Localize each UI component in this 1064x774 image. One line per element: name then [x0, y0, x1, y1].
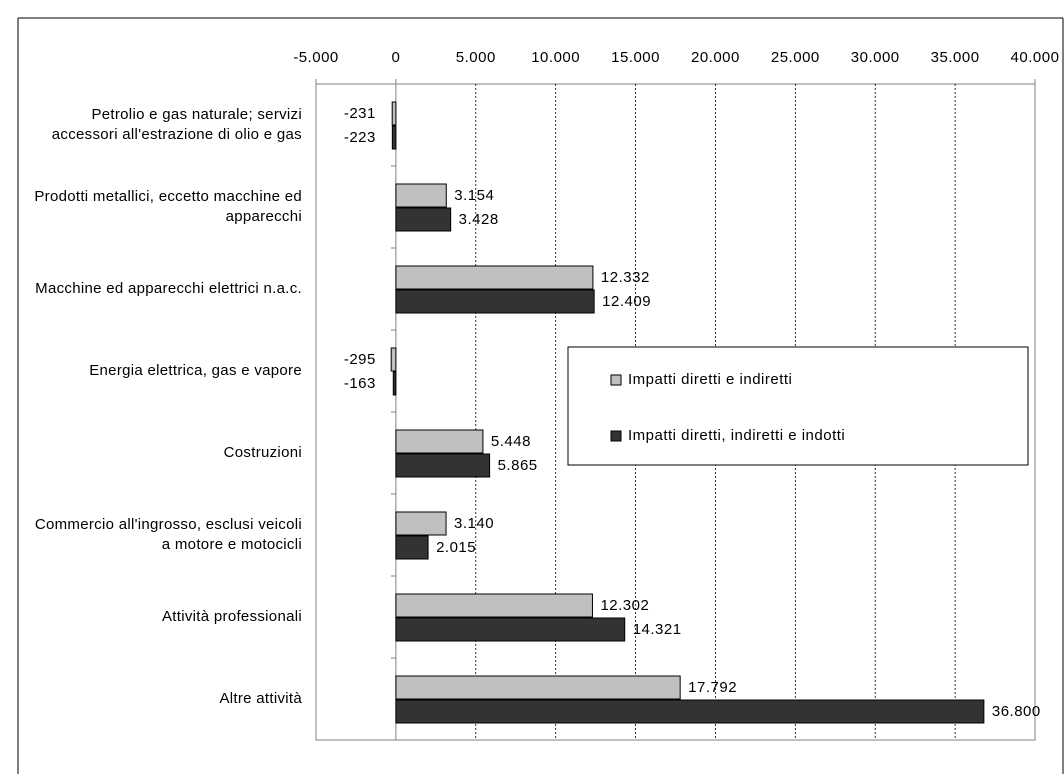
category-label: Altre attività	[219, 690, 302, 707]
bar	[395, 289, 595, 314]
bar	[395, 593, 593, 618]
value-label: -231	[344, 105, 376, 122]
value-label: 12.409	[602, 293, 651, 310]
bar	[395, 265, 594, 290]
value-label: 3.428	[459, 211, 499, 228]
value-label: -163	[344, 375, 376, 392]
bar	[391, 125, 397, 150]
bar	[390, 347, 397, 372]
value-label: 14.321	[633, 621, 682, 638]
legend-box	[567, 346, 1029, 466]
legend-label: Impatti diretti, indiretti e indotti	[628, 427, 845, 444]
bar	[395, 535, 429, 560]
category-label: Energia elettrica, gas e vapore	[89, 362, 302, 379]
x-tick-label: 35.000	[931, 49, 980, 66]
legend-swatch	[610, 374, 622, 386]
bar	[395, 429, 484, 454]
category-label: Prodotti metallici, eccetto macchine ed …	[34, 188, 302, 225]
bar	[395, 699, 985, 724]
category-label: Petrolio e gas naturale; servizi accesso…	[51, 106, 302, 143]
value-label: 12.332	[601, 269, 650, 286]
x-tick-label: 20.000	[691, 49, 740, 66]
bar	[395, 207, 452, 232]
value-label: 36.800	[992, 703, 1041, 720]
bar	[395, 453, 491, 478]
x-tick-label: 15.000	[611, 49, 660, 66]
category-label: Commercio all'ingrosso, esclusi veicoli …	[34, 516, 302, 553]
value-label: 3.140	[454, 515, 494, 532]
value-label: 12.302	[600, 597, 649, 614]
x-tick-label: 25.000	[771, 49, 820, 66]
category-label: Attività professionali	[162, 608, 302, 625]
value-label: 5.448	[491, 433, 531, 450]
value-label: -295	[344, 351, 376, 368]
x-tick-label: 30.000	[851, 49, 900, 66]
legend-swatch	[610, 430, 622, 442]
category-label: Macchine ed apparecchi elettrici n.a.c.	[35, 280, 302, 297]
bar	[392, 371, 397, 396]
bar	[395, 511, 447, 536]
value-label: 5.865	[498, 457, 538, 474]
bar	[395, 183, 447, 208]
value-label: 2.015	[436, 539, 476, 556]
bar	[395, 675, 681, 700]
legend-label: Impatti diretti e indiretti	[628, 371, 792, 388]
value-label: -223	[344, 129, 376, 146]
x-tick-label: 0	[391, 49, 400, 66]
x-tick-label: 5.000	[456, 49, 496, 66]
bar	[395, 617, 626, 642]
bar	[391, 101, 397, 126]
x-tick-label: 10.000	[531, 49, 580, 66]
x-tick-label: -5.000	[293, 49, 339, 66]
value-label: 17.792	[688, 679, 737, 696]
value-label: 3.154	[454, 187, 494, 204]
x-tick-label: 40.000	[1011, 49, 1060, 66]
category-label: Costruzioni	[223, 444, 302, 461]
